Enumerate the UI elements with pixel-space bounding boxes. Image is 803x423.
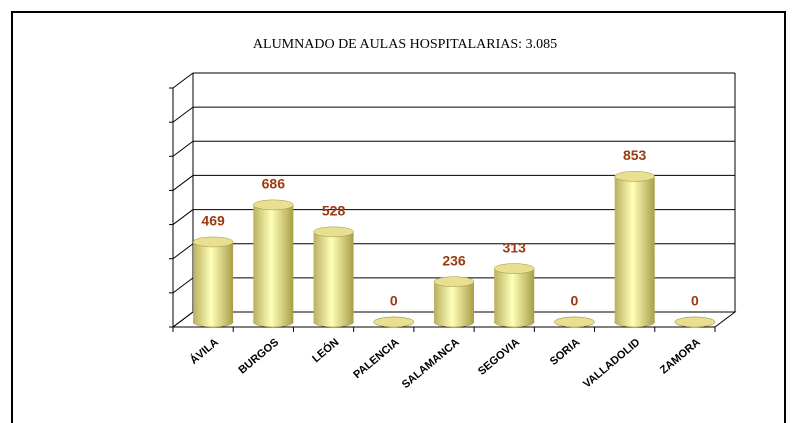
value-label: 0 (390, 293, 398, 309)
value-label: 528 (322, 203, 346, 219)
bar-part (554, 316, 595, 328)
value-label: 0 (571, 293, 579, 309)
side-grid-line (172, 277, 194, 294)
bar (674, 316, 716, 328)
bar-part (192, 236, 234, 248)
side-grid-line (172, 209, 194, 225)
bar-part (493, 263, 535, 274)
bar (192, 236, 234, 328)
bar (614, 171, 655, 328)
side-grid-line (172, 72, 194, 89)
side-grid-line (172, 243, 194, 260)
side-grid-line (172, 106, 194, 123)
bar-part (614, 176, 655, 322)
bar-part (674, 316, 716, 328)
bar (253, 199, 294, 328)
side-grid-line (172, 140, 194, 157)
bar-part (253, 199, 294, 211)
value-label: 686 (262, 176, 286, 192)
value-label: 313 (503, 239, 527, 255)
chart-title: ALUMNADO DE AULAS HOSPITALARIAS: 3.085 (253, 37, 557, 52)
bar (493, 263, 535, 328)
bar-part (433, 276, 475, 287)
value-label: 0 (691, 293, 699, 309)
bar-part (434, 281, 474, 322)
bar-part (494, 268, 535, 322)
bar (554, 316, 595, 328)
bar-part (193, 241, 234, 322)
bar (313, 226, 354, 328)
bar-part (313, 231, 354, 322)
side-grid-line (172, 311, 194, 328)
bar-part (313, 226, 354, 238)
value-label: 469 (201, 213, 225, 229)
value-label: 853 (623, 147, 647, 163)
bar-part (614, 171, 655, 182)
frame (11, 11, 786, 423)
bar (433, 276, 475, 328)
side-grid-line (172, 175, 194, 191)
value-label: 236 (442, 252, 466, 268)
bar-part (373, 316, 415, 328)
bar (373, 316, 415, 328)
bar-part (253, 204, 294, 322)
